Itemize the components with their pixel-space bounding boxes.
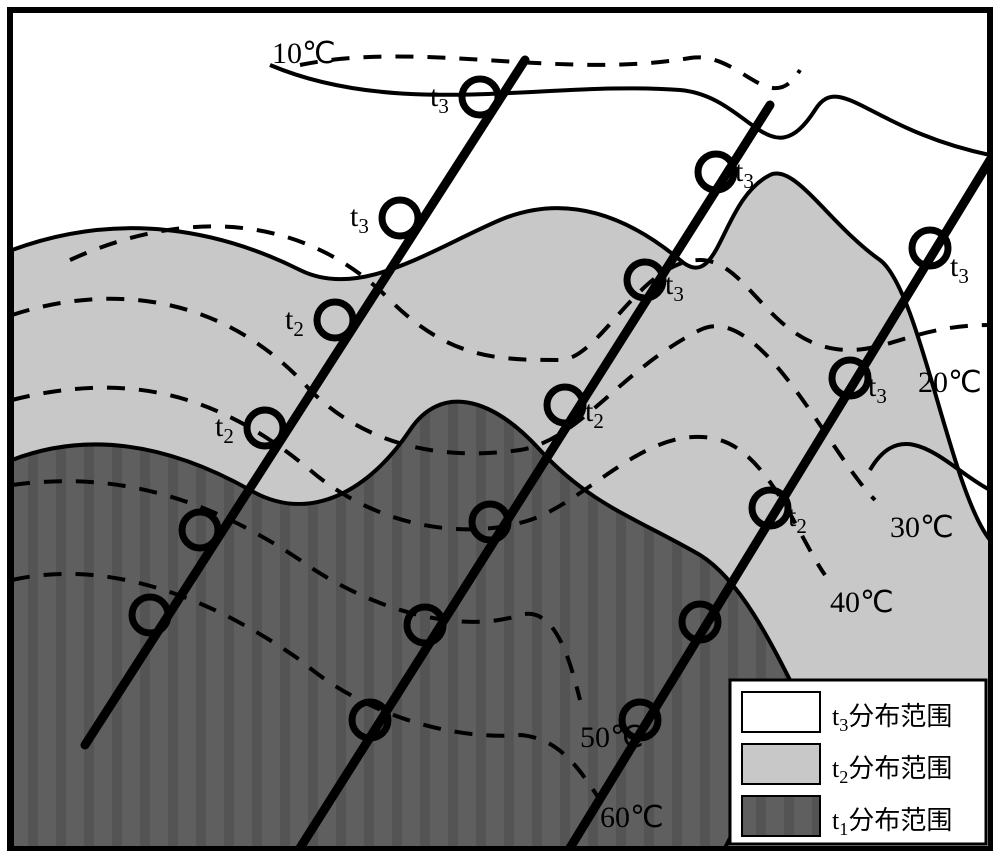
isotherm-label-60℃: 60℃: [600, 800, 664, 835]
well-label-14: t2: [788, 500, 807, 539]
legend-label-t1: t1分布范围: [832, 800, 952, 840]
legend-label-t3: t3分布范围: [832, 696, 952, 736]
isotherm-label-10℃: 10℃: [272, 36, 336, 71]
well-label-2: t2: [285, 303, 304, 342]
isotherm-label-30℃: 30℃: [890, 510, 954, 545]
well-label-8: t2: [585, 395, 604, 434]
well-label-12: t3: [950, 250, 969, 289]
legend-swatch-t3: [742, 692, 820, 732]
diagram-figure: 10℃ 20℃ 30℃ 40℃ 50℃ 60℃ t3 t3 t2 t2 t3 t3 t2 t3 t3 t2 t3…: [0, 0, 1000, 858]
legend-swatch-stripe-t1: [742, 796, 820, 836]
legend-swatch-t2: [742, 744, 820, 784]
isotherm-label-40℃: 40℃: [830, 585, 894, 620]
well-label-7: t3: [665, 268, 684, 307]
well-label-1: t3: [350, 200, 369, 239]
well-label-3: t2: [215, 410, 234, 449]
isotherm-label-20℃: 20℃: [918, 365, 982, 400]
isotherm-label-50℃: 50℃: [580, 720, 644, 755]
well-label-6: t3: [735, 155, 754, 194]
well-label-0: t3: [430, 80, 449, 119]
legend-label-t2: t2分布范围: [832, 748, 952, 788]
well-label-13: t3: [868, 370, 887, 409]
